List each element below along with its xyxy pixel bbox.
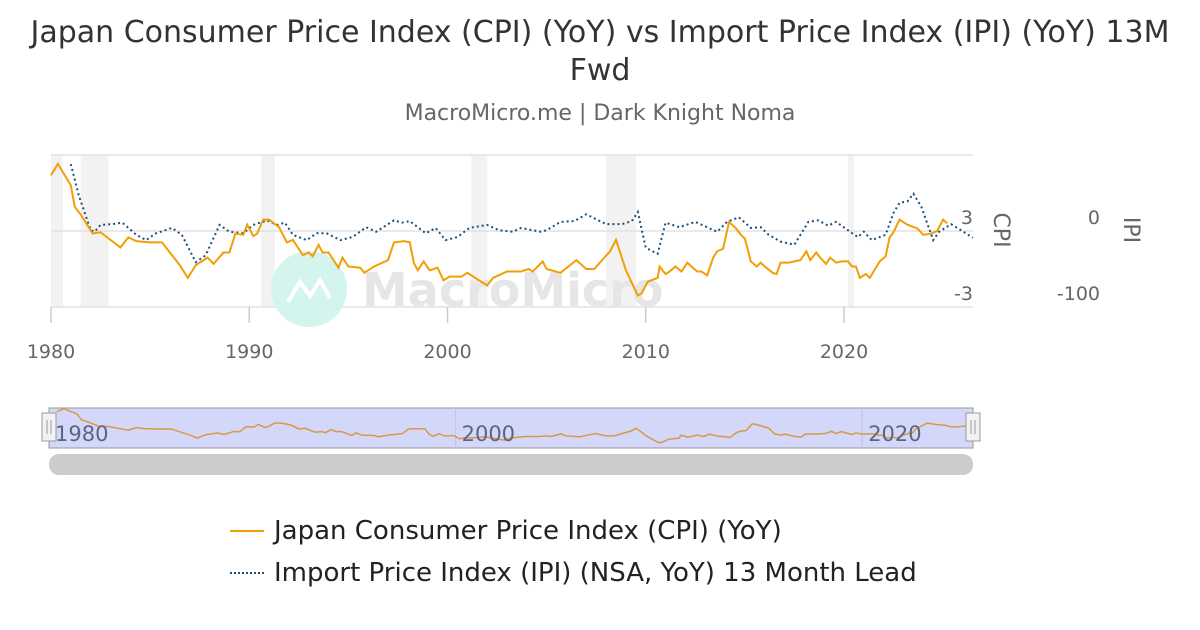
ipi-series-line [69,163,974,264]
ipi-axis-tick-label: 0 [1088,207,1100,229]
x-tick-label: 1980 [27,341,75,363]
x-tick-label: 1990 [225,341,273,363]
watermark-logo-icon [271,251,347,327]
chart-title: Japan Consumer Price Index (CPI) (YoY) v… [30,15,1170,88]
navigator-tick-label: 2000 [462,422,515,446]
navigator-handle-right[interactable] [965,412,981,442]
navigator-scrollbar[interactable] [49,454,973,475]
cpi-axis-tick-label: -3 [954,283,973,305]
ipi-axis-title: IPI [1118,217,1143,243]
legend-item-cpi[interactable]: Japan Consumer Price Index (CPI) (YoY) [230,510,917,552]
navigator-handle-box[interactable] [41,412,57,442]
ipi-axis-tick-label: -100 [1057,283,1100,305]
navigator-series-line [56,407,973,444]
legend-label-ipi: Import Price Index (IPI) (NSA, YoY) 13 M… [274,558,917,588]
x-tick-label: 2020 [820,341,868,363]
chart-subtitle: MacroMicro.me | Dark Knight Noma [404,101,796,126]
cpi-axis-tick-label: 3 [961,207,973,229]
navigator-handle-box[interactable] [965,412,981,442]
watermark-logo-mark [286,276,332,304]
navigator-selection[interactable] [48,407,974,449]
x-tick-label: 2010 [622,341,670,363]
navigator-handle-left[interactable] [41,412,57,442]
cpi-series-line [50,161,948,298]
legend-swatch-ipi [230,572,264,574]
legend-label-cpi: Japan Consumer Price Index (CPI) (YoY) [274,516,782,546]
navigator-tick-label: 1980 [55,422,108,446]
legend: Japan Consumer Price Index (CPI) (YoY) I… [230,510,917,594]
navigator-tick-label: 2020 [868,422,921,446]
cpi-axis-title: CPI [988,212,1013,247]
legend-item-ipi[interactable]: Import Price Index (IPI) (NSA, YoY) 13 M… [230,552,917,594]
legend-swatch-cpi [230,530,264,532]
x-tick-label: 2000 [423,341,471,363]
